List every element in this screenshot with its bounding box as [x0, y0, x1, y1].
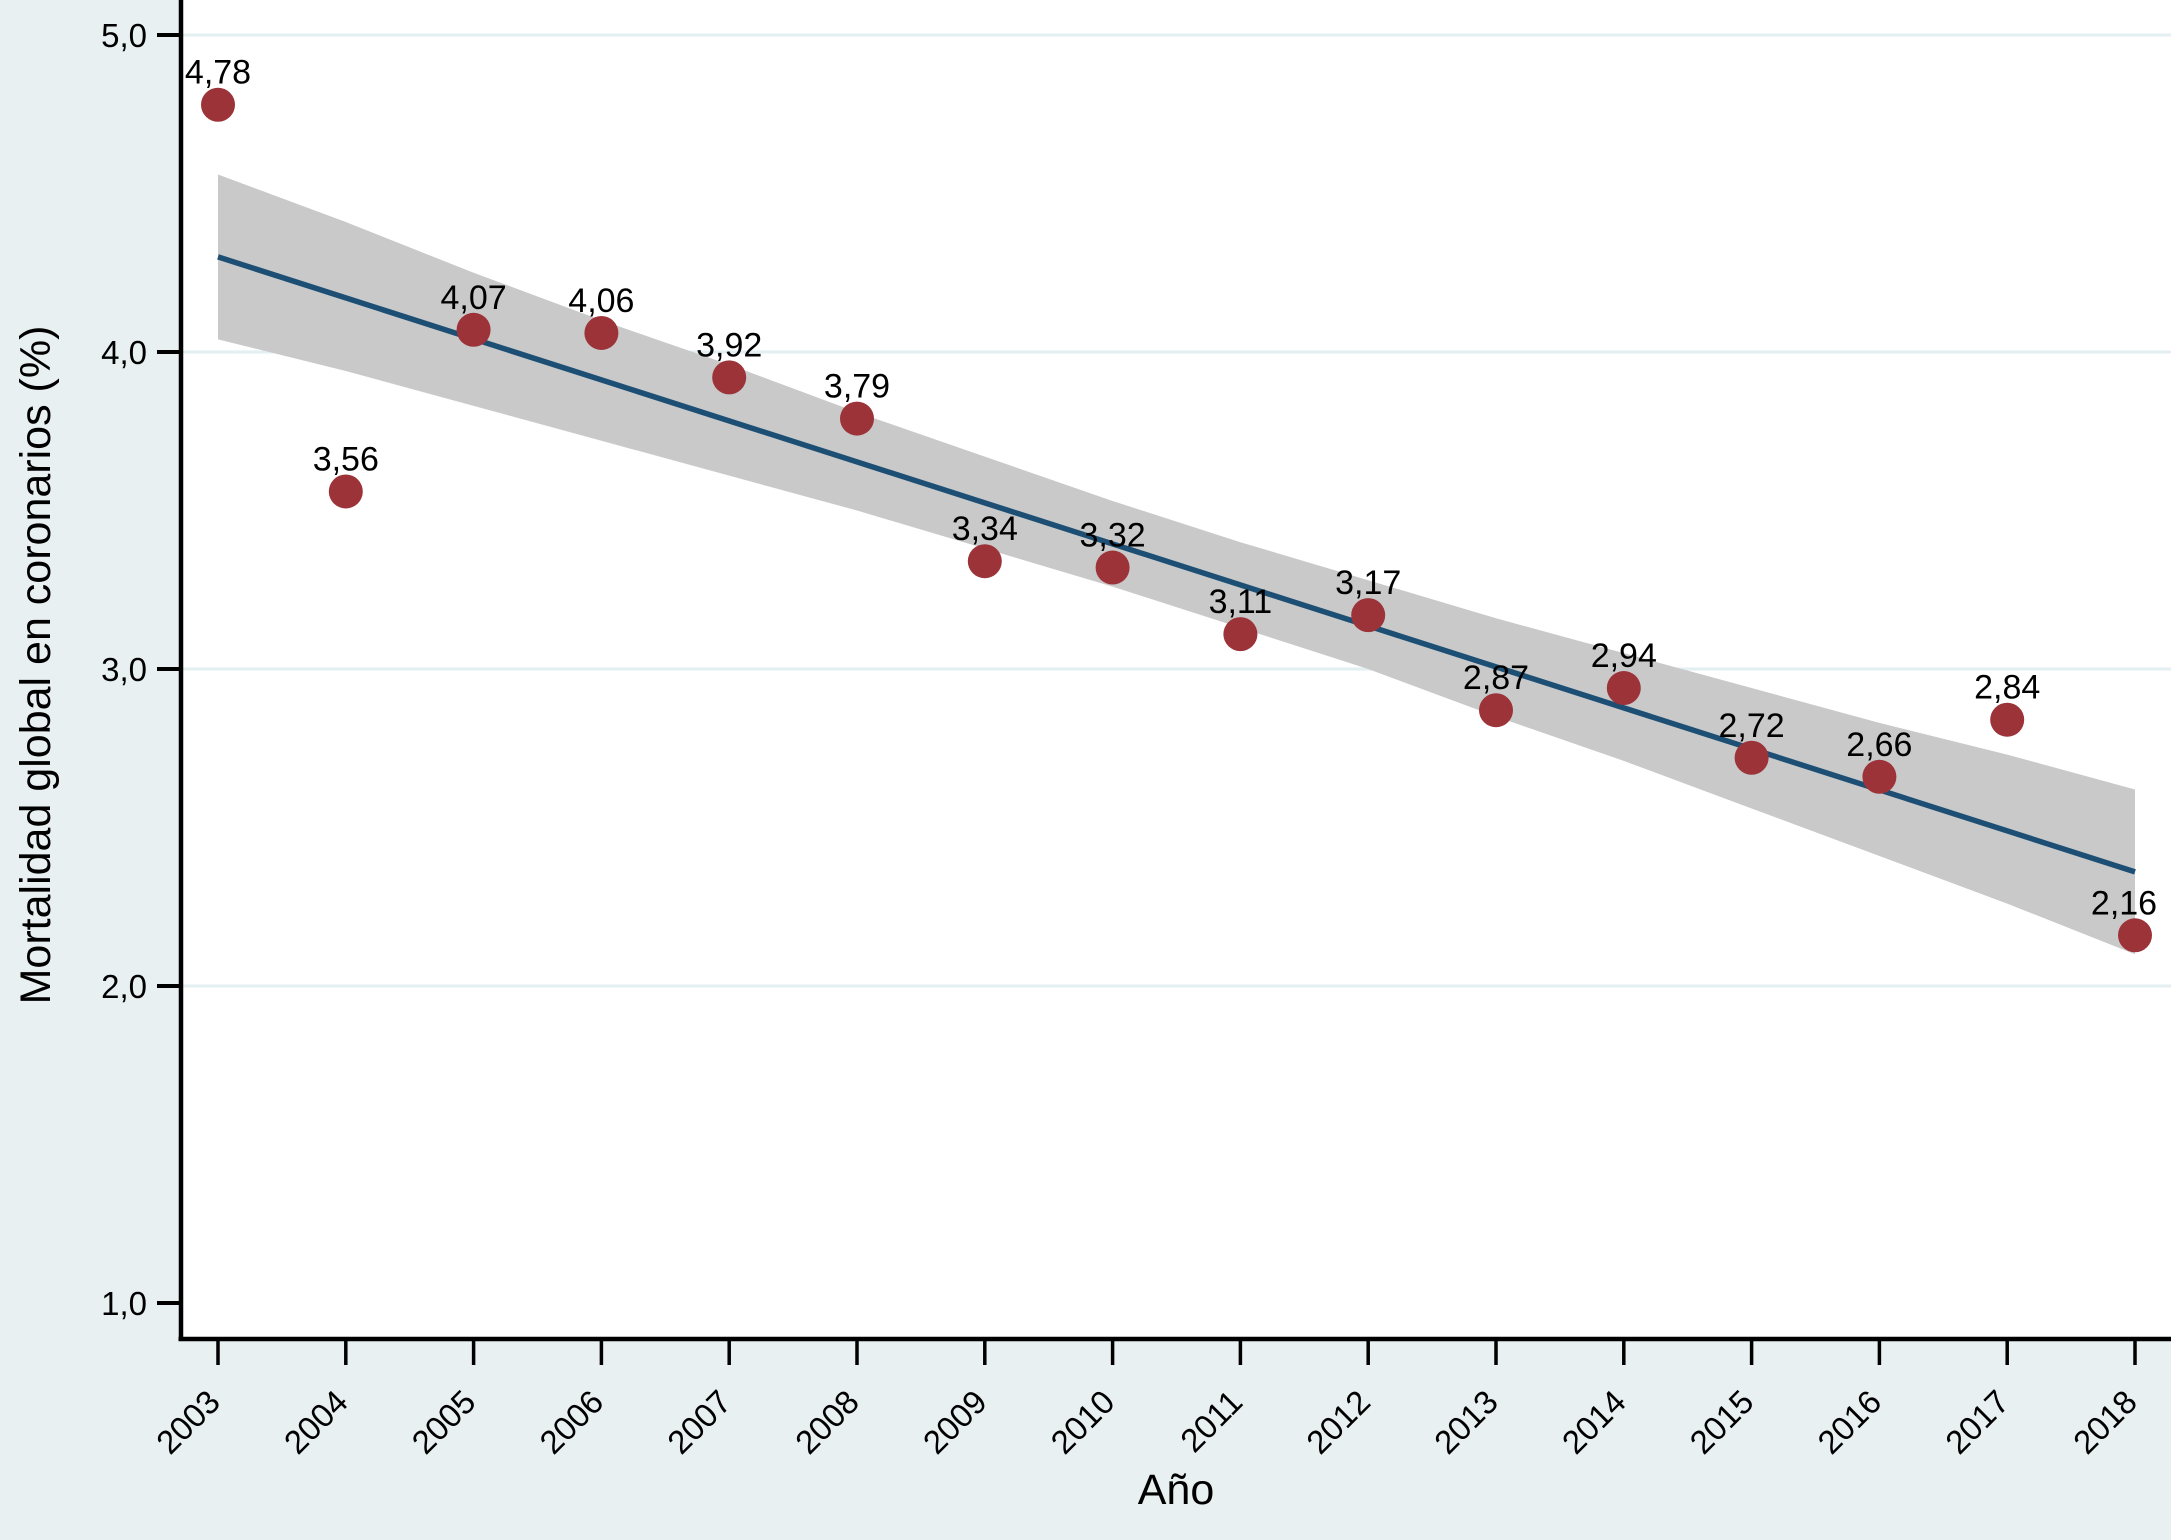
data-point: [1734, 740, 1769, 775]
data-point-label: 2,72: [1719, 707, 1785, 745]
data-point-label: 3,34: [952, 510, 1018, 548]
data-point: [712, 360, 747, 395]
data-point-label: 3,79: [824, 368, 890, 406]
data-point: [201, 87, 235, 122]
data-point: [2118, 918, 2152, 953]
x-axis-title: Año: [1138, 1466, 1215, 1514]
data-point-label: 4,06: [568, 282, 634, 320]
data-point: [456, 312, 491, 347]
data-point-label: 3,32: [1080, 517, 1146, 555]
data-point-label: 2,84: [1974, 669, 2040, 707]
data-point-label: 2,16: [2091, 884, 2157, 922]
data-point: [1095, 550, 1130, 585]
data-point: [1862, 759, 1897, 794]
y-tick-label: 5,0: [101, 17, 147, 54]
data-point: [840, 401, 874, 436]
data-point-label: 2,66: [1846, 726, 1912, 764]
data-point: [328, 474, 363, 509]
data-point-label: 4,78: [185, 54, 251, 92]
data-point: [1990, 702, 2025, 737]
data-point-label: 3,56: [313, 440, 379, 478]
data-point: [1479, 693, 1513, 728]
fit-line: [217, 254, 2136, 875]
y-tick-label: 4,0: [101, 334, 147, 371]
data-point-label: 3,17: [1335, 564, 1401, 602]
data-point: [1351, 598, 1386, 633]
y-tick-label: 1,0: [101, 1285, 147, 1322]
data-point-label: 4,07: [441, 279, 507, 317]
y-tick-label: 2,0: [101, 968, 147, 1005]
y-tick-label: 3,0: [101, 651, 147, 688]
data-point-label: 2,94: [1591, 637, 1657, 675]
data-point: [1223, 617, 1258, 652]
data-point: [967, 544, 1002, 579]
y-axis-title: Mortalidad global en coronarios (%): [12, 326, 60, 1005]
data-point-label: 3,11: [1209, 583, 1273, 621]
data-point-label: 3,92: [696, 326, 762, 364]
data-point: [584, 315, 619, 350]
data-point-label: 2,87: [1463, 659, 1529, 697]
data-point: [1606, 671, 1641, 706]
